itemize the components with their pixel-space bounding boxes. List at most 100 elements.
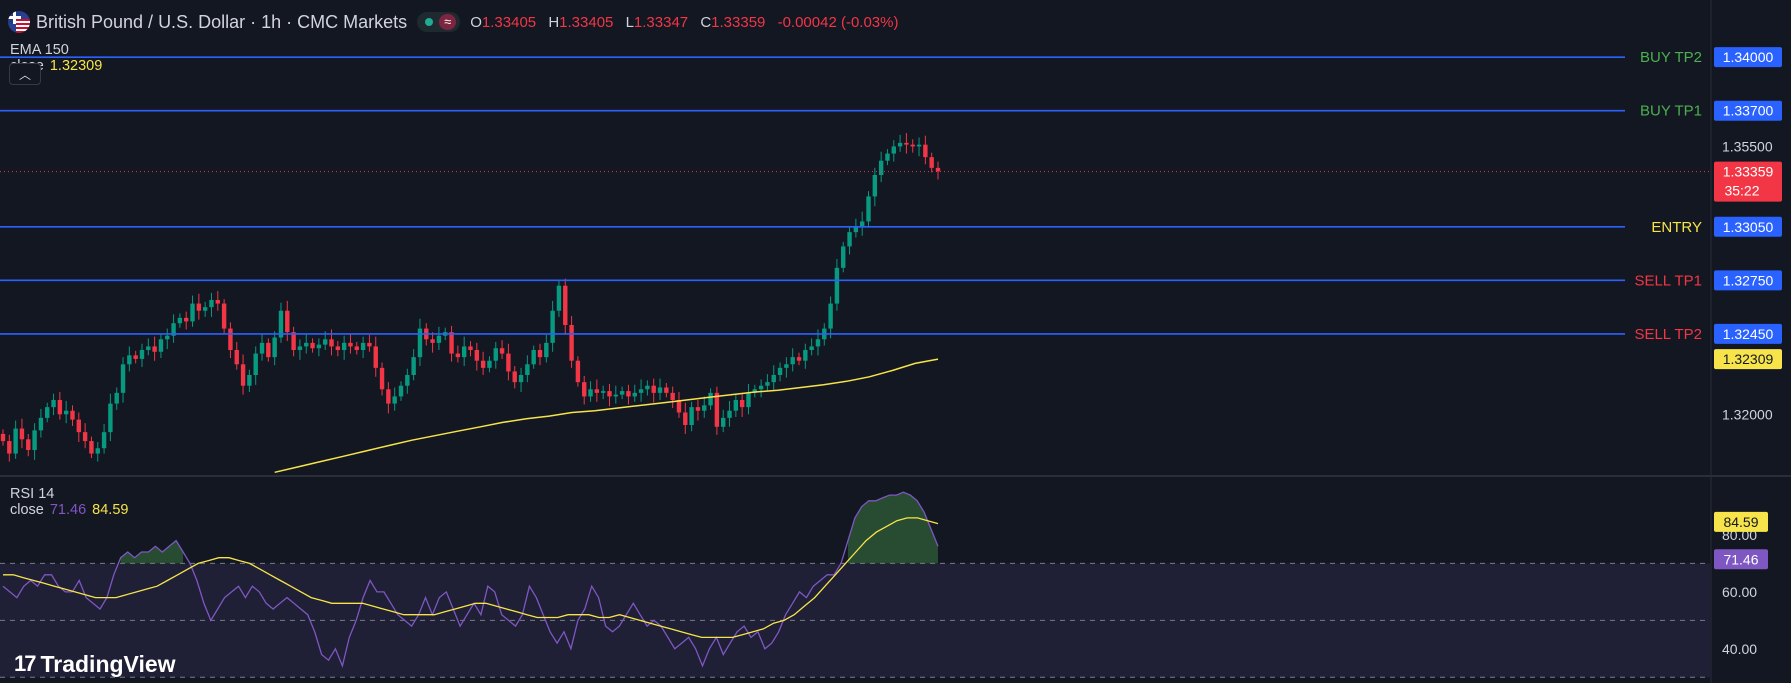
candle [480, 351, 486, 375]
candle-body [796, 357, 802, 361]
candle-body [455, 353, 461, 358]
candle [348, 333, 353, 354]
candle-body [341, 342, 347, 350]
candle [0, 429, 6, 446]
level-price-label: 1.33050 [1723, 219, 1774, 235]
candle [796, 352, 802, 366]
rsi-legend[interactable]: RSI 14 close 71.46 84.59 [10, 486, 128, 518]
candle [278, 302, 284, 343]
candle-body [285, 310, 290, 333]
candle [657, 378, 663, 400]
candle [247, 369, 252, 392]
candle-body [430, 339, 435, 343]
candle [190, 295, 195, 327]
candle [127, 346, 132, 372]
candle-body [405, 375, 410, 386]
candle [335, 341, 341, 357]
candle [518, 367, 524, 392]
candle-body [929, 157, 934, 168]
candle-body [487, 360, 492, 368]
chevron-up-icon: ︿ [18, 67, 31, 82]
wave-icon: ≈ [439, 14, 457, 30]
rsi-tick-label: 60.00 [1722, 584, 1757, 600]
candle [487, 356, 492, 373]
ohlc-high-value: 1.33405 [559, 13, 614, 31]
candle-body [923, 144, 928, 158]
candle-body [32, 430, 37, 450]
candle [13, 420, 18, 459]
candle [499, 340, 505, 359]
candle-body [683, 412, 688, 425]
candle-body [291, 332, 296, 350]
ohlc-values: O1.33405 H1.33405 L1.33347 C1.33359 -0.0… [470, 14, 906, 31]
candle-body [196, 303, 202, 311]
candle-body [613, 394, 619, 397]
candle [468, 341, 473, 357]
ohlc-open-key: O [470, 13, 482, 31]
price-tick-label: 1.32000 [1722, 406, 1773, 422]
collapse-legend-button[interactable]: ︿ [9, 63, 41, 85]
candle-body [885, 153, 890, 161]
candle-body [695, 407, 701, 411]
candle-body [834, 267, 840, 304]
candle-body [853, 226, 859, 233]
level-label: BUY TP2 [1640, 49, 1702, 66]
candle [619, 386, 625, 400]
level-buy-tp1: BUY TP1 1.33700 [0, 100, 1782, 121]
candle [739, 392, 745, 417]
candle [101, 424, 107, 454]
candle [146, 338, 151, 356]
candle [417, 318, 423, 367]
candle-body [518, 375, 524, 383]
candle-body [146, 346, 151, 350]
candle-body [322, 339, 328, 345]
candle-body [26, 439, 31, 450]
candle-body [114, 392, 119, 404]
candle-body [0, 433, 6, 442]
tradingview-watermark: 17 TradingView [14, 651, 176, 677]
candle-body [809, 346, 814, 350]
symbol-title[interactable]: British Pound / U.S. Dollar · 1h · CMC M… [36, 11, 408, 32]
candle-body [474, 350, 480, 361]
market-status-pill[interactable]: ≈ [417, 12, 461, 32]
candle [76, 412, 82, 442]
candle [588, 381, 593, 402]
candle [171, 314, 176, 343]
candle-body [841, 246, 846, 268]
candle-body [13, 428, 18, 454]
rsi-legend-label: RSI 14 close [10, 486, 55, 518]
candle-body [171, 323, 176, 336]
candle [910, 139, 915, 153]
ohlc-close-value: 1.33359 [711, 13, 766, 31]
candle [436, 326, 442, 350]
candle [341, 335, 347, 360]
candle [398, 381, 404, 401]
candle-body [184, 317, 189, 322]
candle-body [727, 410, 732, 418]
candle [82, 423, 88, 449]
ema-legend-value: 1.32309 [49, 58, 103, 74]
candle [316, 338, 322, 357]
candle [234, 341, 239, 370]
candle [89, 436, 94, 459]
candle [847, 225, 852, 255]
candle-body [51, 400, 56, 408]
candle-body [38, 417, 44, 431]
candle [594, 379, 600, 402]
candle [392, 387, 397, 411]
level-label: SELL TP2 [1634, 326, 1702, 343]
candle [885, 149, 890, 166]
candle-body [563, 285, 568, 325]
ema-legend[interactable]: EMA 150 close1.32309 [10, 42, 102, 74]
candle-body [259, 342, 265, 354]
rsi-overbought-fill [847, 492, 938, 564]
candle-body [777, 367, 783, 375]
level-price-label: 1.34000 [1723, 49, 1774, 65]
candle-body [784, 364, 789, 368]
candle [506, 343, 511, 381]
candle [923, 135, 928, 165]
candle-body [367, 342, 372, 347]
candle-body [828, 303, 833, 329]
